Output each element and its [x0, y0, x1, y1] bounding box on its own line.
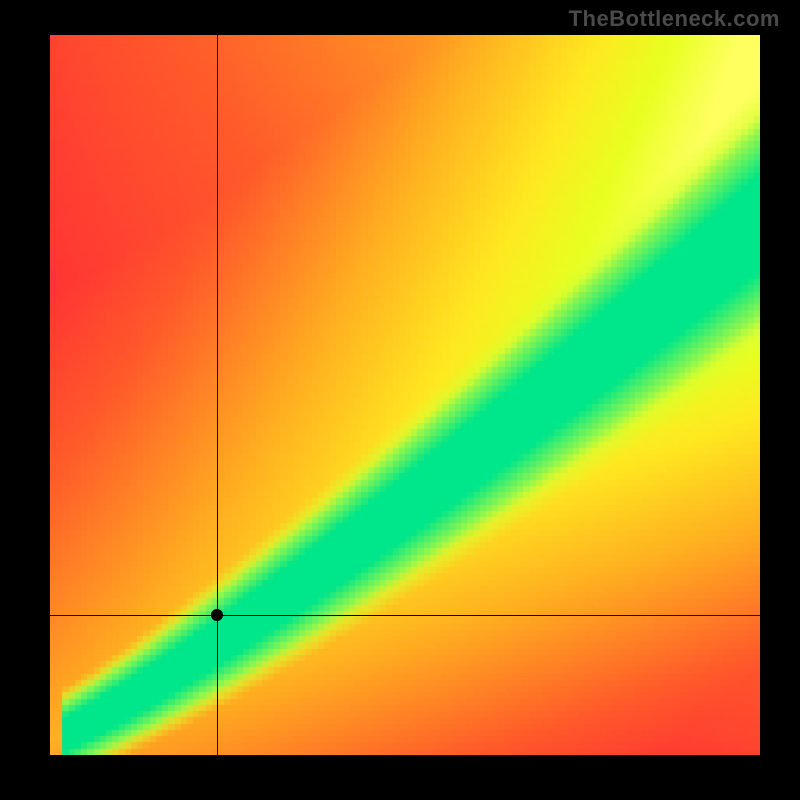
- plot-area: [50, 35, 760, 755]
- heatmap-canvas: [50, 35, 760, 755]
- crosshair-vertical: [217, 35, 218, 755]
- crosshair-marker: [211, 609, 223, 621]
- watermark-text: TheBottleneck.com: [569, 6, 780, 32]
- crosshair-horizontal: [50, 615, 760, 616]
- chart-container: TheBottleneck.com: [0, 0, 800, 800]
